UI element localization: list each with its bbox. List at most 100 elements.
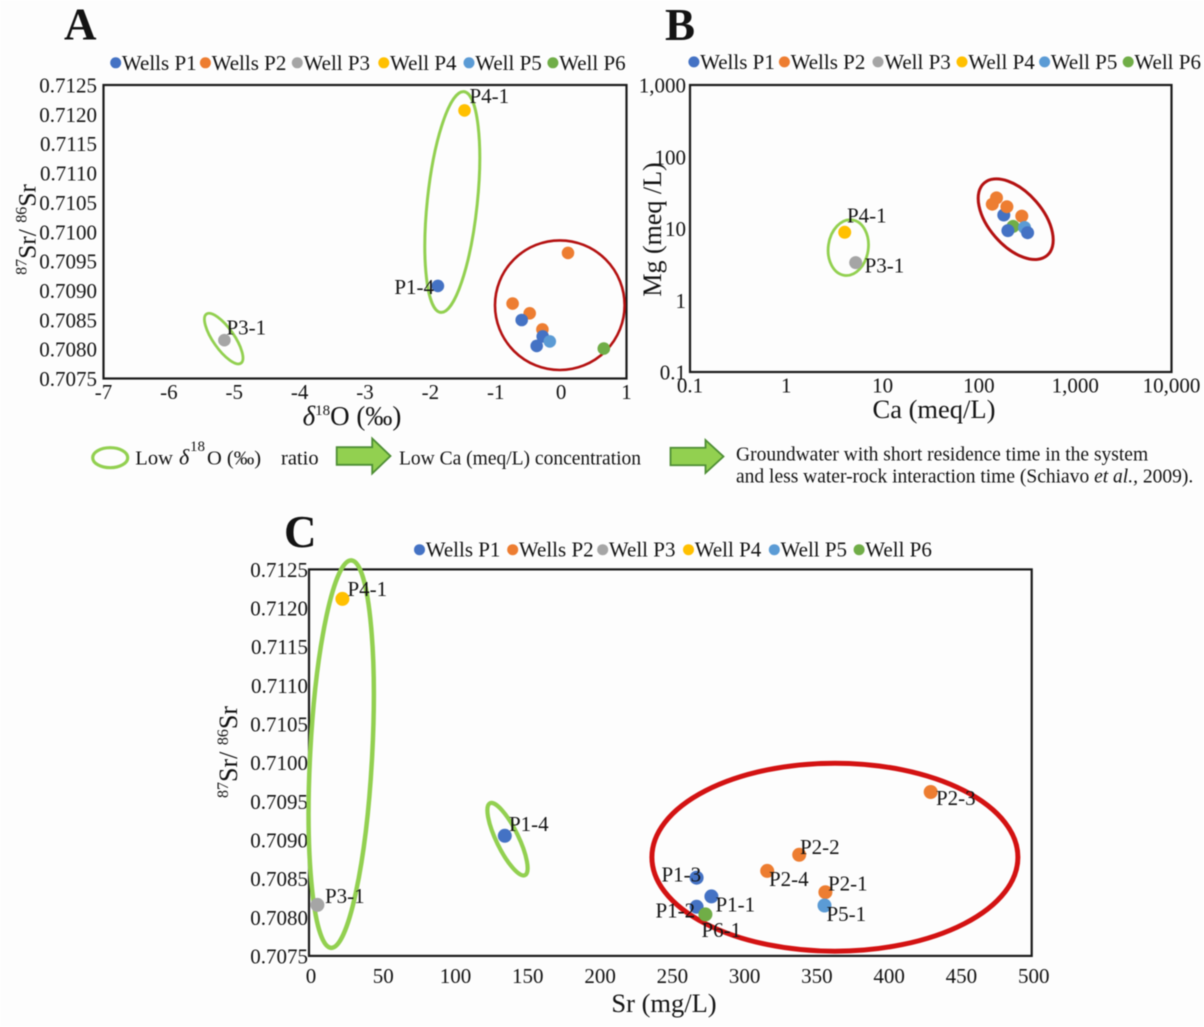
svg-text:Groundwater with short residen: Groundwater with short residence time in… [736, 445, 1148, 466]
svg-text:0.7120: 0.7120 [39, 103, 97, 127]
svg-text:0.7075: 0.7075 [250, 944, 308, 968]
svg-text:Well P3: Well P3 [304, 51, 371, 75]
svg-text:Wells P1: Wells P1 [426, 538, 501, 562]
svg-text:0: 0 [556, 380, 567, 404]
svg-text:Sr (mg/L): Sr (mg/L) [611, 988, 716, 1018]
svg-text:P5-1: P5-1 [827, 902, 867, 926]
svg-text:Well P5: Well P5 [475, 51, 542, 75]
svg-text:0.7075: 0.7075 [39, 367, 97, 391]
svg-text:0.7095: 0.7095 [39, 250, 97, 274]
svg-text:P1-4: P1-4 [394, 275, 434, 299]
svg-text:0.7110: 0.7110 [251, 674, 308, 698]
svg-text:P2-2: P2-2 [800, 835, 840, 859]
svg-text:0.7125: 0.7125 [39, 74, 97, 98]
svg-text:1,000: 1,000 [639, 74, 686, 98]
svg-text:0.7110: 0.7110 [40, 162, 97, 186]
svg-text:Well P3: Well P3 [609, 538, 676, 562]
svg-text:P4-1: P4-1 [348, 577, 388, 601]
svg-text:1: 1 [676, 289, 687, 313]
svg-text:Well P5: Well P5 [1051, 50, 1118, 74]
svg-text:0.7085: 0.7085 [39, 308, 97, 332]
svg-text:0.7095: 0.7095 [250, 790, 308, 814]
svg-text:0: 0 [306, 964, 317, 988]
svg-text:P1-1: P1-1 [716, 893, 756, 917]
svg-text:δ18O (‰): δ18O (‰) [303, 401, 402, 431]
svg-text:10: 10 [872, 374, 893, 398]
svg-text:300: 300 [729, 964, 761, 988]
svg-text:Low: Low [135, 448, 173, 470]
svg-text:1,000: 1,000 [1052, 374, 1099, 398]
svg-text:Wells P1: Wells P1 [122, 51, 197, 75]
svg-text:87Sr/ 86Sr: 87Sr/ 86Sr [13, 184, 42, 275]
svg-text:-1: -1 [487, 380, 505, 404]
svg-text:150: 150 [512, 964, 544, 988]
svg-text:Well P4: Well P4 [695, 538, 762, 562]
svg-text:P1-2: P1-2 [656, 899, 696, 923]
svg-text:-2: -2 [422, 380, 440, 404]
svg-text:Wells P1: Wells P1 [700, 50, 775, 74]
svg-text:100: 100 [963, 374, 995, 398]
svg-text:P6-1: P6-1 [702, 918, 742, 942]
svg-text:-4: -4 [291, 380, 309, 404]
svg-text:350: 350 [801, 964, 833, 988]
svg-text:P4-1: P4-1 [470, 84, 510, 108]
svg-text:and less water-rock interactio: and less water-rock interaction time (Sc… [736, 467, 1193, 488]
svg-text:250: 250 [657, 964, 689, 988]
svg-text:P2-4: P2-4 [769, 867, 809, 891]
svg-text:Ca (meq/L): Ca (meq/L) [873, 394, 996, 424]
svg-text:Well P6: Well P6 [1134, 50, 1201, 74]
svg-text:18: 18 [190, 439, 205, 455]
svg-text:P3-1: P3-1 [325, 884, 365, 908]
svg-text:Low Ca (meq/L) concentration: Low Ca (meq/L) concentration [399, 449, 641, 470]
svg-text:10,000: 10,000 [1143, 374, 1201, 398]
svg-text:50: 50 [373, 964, 394, 988]
svg-text:1: 1 [781, 374, 792, 398]
svg-text:A: A [64, 0, 97, 50]
svg-text:500: 500 [1018, 964, 1050, 988]
svg-text:0.7115: 0.7115 [251, 635, 308, 659]
svg-text:0.7125: 0.7125 [250, 558, 308, 582]
svg-text:0.7090: 0.7090 [39, 279, 97, 303]
svg-text:Well P6: Well P6 [559, 51, 626, 75]
svg-text:0.7105: 0.7105 [250, 713, 308, 737]
svg-text:P2-1: P2-1 [828, 871, 868, 895]
svg-text:-5: -5 [226, 380, 244, 404]
svg-text:P1-3: P1-3 [662, 863, 702, 887]
svg-text:0.7085: 0.7085 [250, 867, 308, 891]
svg-text:P3-1: P3-1 [227, 316, 267, 340]
svg-text:-3: -3 [356, 380, 374, 404]
svg-text:0.1: 0.1 [660, 361, 686, 385]
svg-text:100: 100 [440, 964, 472, 988]
svg-text:0.7120: 0.7120 [250, 597, 308, 621]
svg-text:87Sr/ 86Sr: 87Sr/ 86Sr [214, 706, 243, 798]
svg-text:0.7090: 0.7090 [250, 828, 308, 852]
svg-text:P2-3: P2-3 [936, 786, 976, 810]
svg-text:0.7115: 0.7115 [40, 132, 97, 156]
svg-text:P1-4: P1-4 [509, 812, 549, 836]
svg-text:δ: δ [179, 445, 190, 470]
svg-text:Well P4: Well P4 [968, 50, 1035, 74]
svg-text:-6: -6 [160, 380, 178, 404]
svg-text:0.7100: 0.7100 [39, 220, 97, 244]
svg-text:1: 1 [621, 380, 632, 404]
svg-text:10: 10 [665, 217, 686, 241]
svg-text:P4-1: P4-1 [847, 204, 887, 228]
svg-text:Wells P2: Wells P2 [212, 51, 287, 75]
svg-text:Wells P2: Wells P2 [791, 50, 866, 74]
svg-text:Well P5: Well P5 [781, 538, 848, 562]
svg-text:100: 100 [655, 145, 687, 169]
svg-text:B: B [665, 0, 695, 50]
svg-text:0.1: 0.1 [677, 374, 703, 398]
svg-text:0.7080: 0.7080 [39, 338, 97, 362]
svg-text:400: 400 [873, 964, 905, 988]
svg-text:C: C [284, 507, 317, 557]
svg-text:Well P4: Well P4 [390, 51, 457, 75]
svg-text:200: 200 [584, 964, 616, 988]
svg-text:Wells P2: Wells P2 [519, 538, 594, 562]
svg-text:P3-1: P3-1 [865, 254, 905, 278]
svg-text:0.7100: 0.7100 [250, 751, 308, 775]
svg-text:450: 450 [946, 964, 978, 988]
svg-text:O (‰): O (‰) [207, 448, 261, 470]
svg-text:ratio: ratio [281, 448, 319, 470]
svg-text:0.7105: 0.7105 [39, 191, 97, 215]
